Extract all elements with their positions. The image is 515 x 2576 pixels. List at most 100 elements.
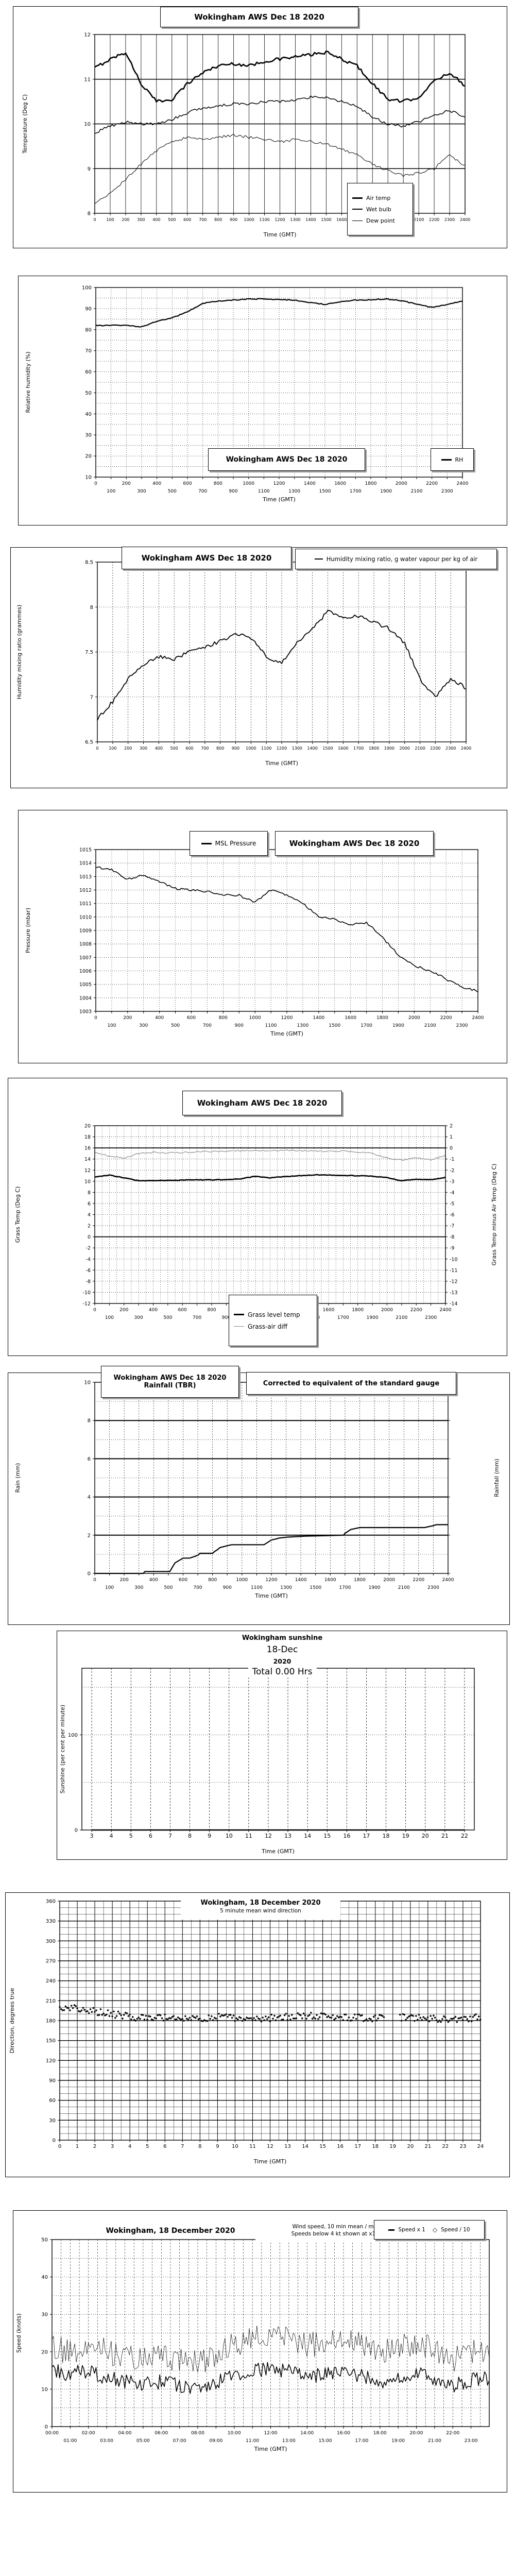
legend-item: Dew point [352, 217, 395, 224]
svg-text:1200: 1200 [277, 746, 287, 751]
svg-text:Direction, degrees true: Direction, degrees true [9, 1988, 15, 2053]
svg-text:Time (GMT): Time (GMT) [254, 2446, 287, 2452]
sunshine-year-text: 2020 [269, 1657, 296, 1665]
svg-text:7: 7 [168, 1833, 172, 1839]
svg-text:2000: 2000 [408, 1015, 420, 1021]
svg-text:1700: 1700 [339, 1585, 351, 1590]
svg-text:15: 15 [323, 1833, 331, 1839]
svg-text:9: 9 [216, 2144, 219, 2149]
svg-text:15: 15 [319, 2144, 326, 2149]
svg-text:2100: 2100 [411, 489, 423, 494]
svg-text:11: 11 [245, 1833, 252, 1839]
svg-text:70: 70 [85, 348, 92, 354]
svg-text:100: 100 [105, 1315, 114, 1320]
svg-text:900: 900 [229, 489, 237, 494]
svg-text:1600: 1600 [324, 1578, 336, 1583]
svg-text:500: 500 [168, 489, 177, 494]
mixing-ratio-chart-svg: 0 100 200 300 400 500 600 700 800 900 1000 1100 1200… [16, 560, 471, 767]
svg-text:06:00: 06:00 [154, 2431, 168, 2436]
chart-title: Wokingham, 18 December 2020 [85, 2224, 255, 2238]
sunshine-chart-svg: 3 4 5 6 7 8 9 10 11 12 13 14 15 16 17 18 19 20 21 22 Time (G… [59, 1668, 475, 1855]
chart-title: Wokingham AWS Dec 18 2020 [122, 547, 291, 569]
svg-text:0: 0 [93, 1578, 96, 1583]
svg-text:1300: 1300 [292, 746, 302, 751]
svg-text:1800: 1800 [352, 1308, 364, 1313]
svg-text:-1: -1 [450, 1157, 454, 1162]
svg-text:200: 200 [120, 1578, 129, 1583]
svg-text:8: 8 [90, 605, 93, 611]
svg-text:8: 8 [188, 1833, 192, 1839]
svg-text:1005: 1005 [79, 982, 92, 988]
air-temp-line-swatch [352, 197, 363, 199]
svg-text:20: 20 [407, 2144, 414, 2149]
svg-text:800: 800 [216, 746, 224, 751]
legend-label: Grass level temp [248, 1311, 300, 1318]
grass-temp-chart-panel: 0100200300400500600700800900100011001200… [8, 1078, 507, 1356]
svg-text:10: 10 [84, 1380, 91, 1386]
svg-text:6: 6 [88, 1201, 91, 1207]
svg-text:2000: 2000 [381, 1308, 393, 1313]
svg-text:1700: 1700 [353, 746, 364, 751]
svg-text:180: 180 [46, 2019, 56, 2024]
svg-text:1700: 1700 [360, 1023, 372, 1028]
sunshine-date-text: 18-Dec [262, 1645, 302, 1655]
svg-text:10: 10 [232, 2144, 238, 2149]
svg-text:22: 22 [442, 2144, 449, 2149]
svg-text:40: 40 [85, 412, 92, 417]
chart-title-text: Wokingham sunshine [237, 1634, 327, 1642]
svg-text:21: 21 [441, 1833, 449, 1839]
sunshine-titles: Wokingham sunshine 18-Dec 2020 Total 0.0… [179, 1634, 385, 1677]
svg-text:0: 0 [96, 746, 98, 751]
svg-text:1700: 1700 [337, 1315, 349, 1320]
svg-text:1500: 1500 [322, 746, 333, 751]
svg-text:2200: 2200 [429, 217, 439, 222]
svg-text:7.5: 7.5 [85, 650, 93, 655]
svg-text:Pressure (mbar): Pressure (mbar) [25, 908, 31, 953]
svg-text:1800: 1800 [365, 481, 377, 486]
svg-text:1300: 1300 [280, 1585, 292, 1590]
svg-text:Rainfall (mm): Rainfall (mm) [493, 1459, 500, 1497]
grass-air-diff-line-swatch [234, 1326, 244, 1327]
svg-text:900: 900 [222, 1315, 231, 1320]
svg-text:1800: 1800 [376, 1015, 388, 1021]
svg-text:10: 10 [84, 1179, 91, 1184]
svg-text:0: 0 [88, 1234, 91, 1240]
svg-text:-13: -13 [450, 1290, 458, 1296]
svg-text:12: 12 [84, 32, 91, 38]
svg-text:200: 200 [122, 481, 131, 486]
svg-text:4: 4 [88, 1495, 91, 1500]
svg-text:05:00: 05:00 [136, 2438, 150, 2444]
svg-text:-7: -7 [450, 1224, 454, 1229]
svg-text:300: 300 [140, 746, 147, 751]
svg-text:900: 900 [232, 746, 239, 751]
svg-text:1000: 1000 [244, 217, 254, 222]
svg-text:30: 30 [49, 2118, 56, 2124]
svg-text:Time (GMT): Time (GMT) [270, 1030, 303, 1037]
svg-text:210: 210 [46, 1998, 56, 2004]
svg-text:14: 14 [302, 2144, 308, 2149]
svg-text:2300: 2300 [427, 1585, 439, 1590]
svg-text:6: 6 [163, 2144, 166, 2149]
svg-text:150: 150 [46, 2038, 56, 2044]
legend-label: RH [455, 456, 464, 463]
svg-text:22: 22 [461, 1833, 468, 1839]
svg-text:50: 50 [41, 2238, 48, 2243]
svg-text:400: 400 [155, 746, 163, 751]
svg-text:2200: 2200 [440, 1015, 452, 1021]
svg-text:1400: 1400 [304, 481, 316, 486]
svg-text:21: 21 [425, 2144, 432, 2149]
svg-text:01:00: 01:00 [63, 2438, 77, 2444]
svg-text:07:00: 07:00 [173, 2438, 186, 2444]
svg-text:9: 9 [208, 1833, 211, 1839]
chart-title: Wokingham, 18 December 2020 5 minute mea… [181, 1893, 340, 1920]
svg-text:10:00: 10:00 [228, 2431, 241, 2436]
svg-text:1800: 1800 [354, 1578, 366, 1583]
svg-text:600: 600 [187, 1015, 196, 1021]
svg-text:2200: 2200 [413, 1578, 424, 1583]
svg-text:1: 1 [76, 2144, 79, 2149]
svg-text:18: 18 [84, 1134, 91, 1140]
svg-text:-4: -4 [86, 1257, 91, 1262]
svg-text:6.5: 6.5 [85, 740, 93, 745]
svg-text:-6: -6 [450, 1212, 454, 1218]
svg-text:500: 500 [171, 1023, 180, 1028]
